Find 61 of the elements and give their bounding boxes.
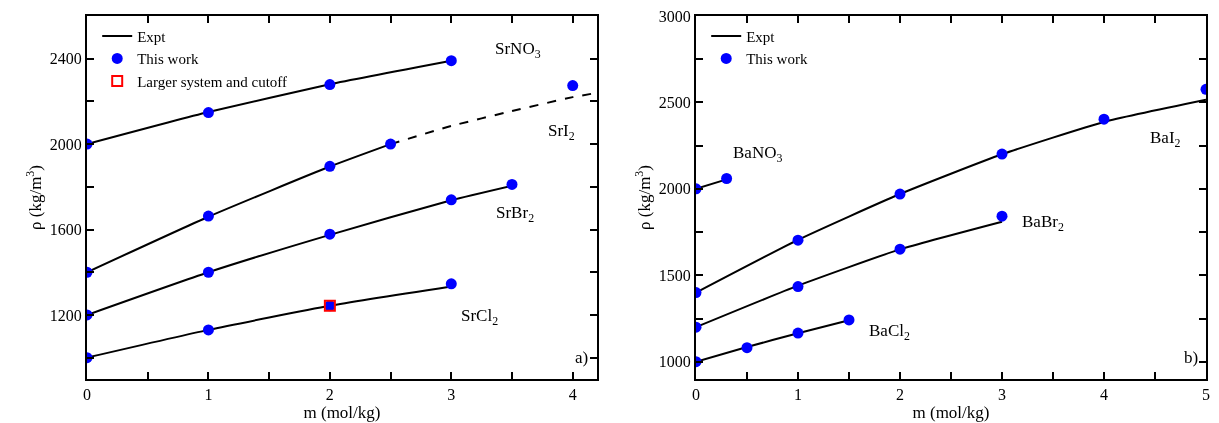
x-tick-label: 1 — [204, 386, 213, 404]
x-axis-title: m (mol/kg) — [912, 403, 990, 423]
point — [996, 148, 1008, 160]
point — [792, 281, 804, 293]
annotation: SrNO$_{3}$ — [495, 39, 541, 61]
point — [445, 55, 457, 67]
point — [445, 278, 457, 290]
y-tick-label: 2000 — [49, 135, 82, 153]
x-axis-title: m (mol/kg) — [303, 403, 381, 423]
annotation: BaNO$_{3}$ — [733, 143, 783, 165]
legend-label: This work — [137, 51, 199, 68]
y-tick-label: 2000 — [658, 180, 691, 198]
y-tick-label: 2400 — [49, 50, 82, 68]
y-tick-label: 1500 — [658, 266, 691, 284]
x-tick-label: 5 — [1202, 386, 1210, 404]
point — [202, 266, 214, 278]
point — [385, 138, 397, 150]
point — [567, 80, 579, 92]
annotation: SrBr$_{2}$ — [496, 203, 535, 225]
x-tick-label: 3 — [998, 386, 1006, 404]
point — [894, 188, 906, 200]
legend-label: Expt — [746, 28, 776, 45]
y-tick-label: 2500 — [658, 94, 691, 112]
point — [445, 194, 457, 206]
annotation: BaCl$_{2}$ — [869, 321, 910, 343]
point — [721, 172, 733, 184]
point — [843, 314, 855, 326]
point — [1098, 113, 1110, 125]
point — [202, 107, 214, 119]
point — [792, 327, 804, 339]
x-tick-label: 3 — [447, 386, 456, 404]
annotation: a) — [575, 348, 589, 367]
annotation: SrI$_{2}$ — [548, 121, 575, 143]
x-tick-label: 0 — [692, 386, 700, 404]
y-tick-label: 3000 — [658, 7, 691, 25]
y-tick-label: 1000 — [658, 353, 691, 371]
x-tick-label: 0 — [83, 386, 91, 404]
x-tick-label: 4 — [1100, 386, 1108, 404]
x-tick-label: 2 — [325, 386, 334, 404]
annotation: b) — [1184, 348, 1199, 367]
annotation: BaBr$_{2}$ — [1022, 212, 1064, 234]
legend-label: This work — [746, 51, 808, 68]
x-tick-label: 4 — [568, 386, 577, 404]
point — [324, 160, 336, 172]
point — [741, 342, 753, 354]
annotation: BaI$_{2}$ — [1150, 128, 1181, 150]
y-tick-label: 1200 — [49, 306, 82, 324]
x-tick-label: 1 — [794, 386, 802, 404]
x-tick-label: 2 — [896, 386, 904, 404]
point — [996, 210, 1008, 222]
point — [792, 234, 804, 246]
point — [202, 210, 214, 222]
point — [894, 243, 906, 255]
annotation: SrCl$_{2}$ — [461, 306, 499, 328]
legend-label: Expt — [137, 28, 167, 45]
point — [324, 79, 336, 91]
point — [506, 178, 518, 190]
legend-label: Larger system and cutoff — [137, 73, 288, 90]
point — [202, 324, 214, 336]
point — [324, 228, 336, 240]
y-tick-label: 1600 — [49, 221, 82, 239]
